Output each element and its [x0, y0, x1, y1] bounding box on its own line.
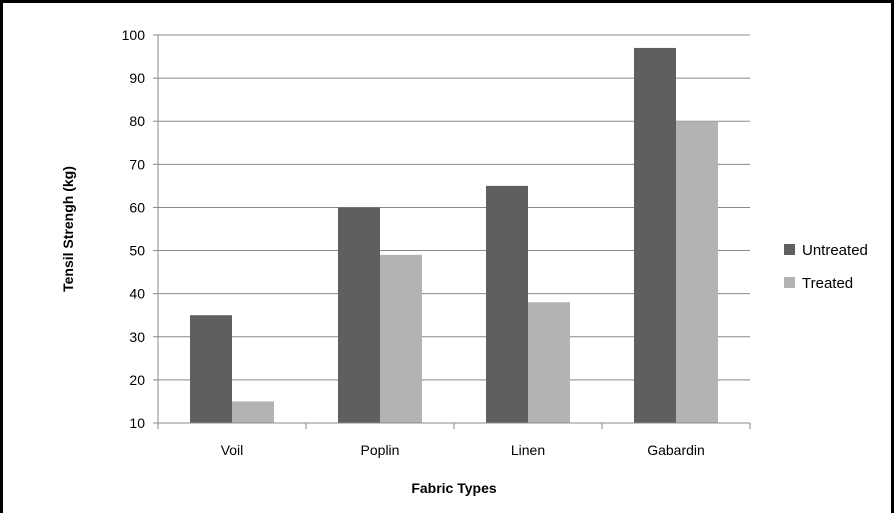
y-tick-label-30: 30: [129, 329, 145, 345]
axes: [157, 35, 751, 429]
legend-swatch-untreated: [784, 244, 795, 255]
x-axis-title: Fabric Types: [411, 480, 497, 496]
x-tick-label-poplin: Poplin: [361, 442, 400, 458]
y-axis-title: Tensil Strengh (kg): [60, 166, 76, 292]
y-tick-label-70: 70: [129, 156, 145, 172]
y-tick-label-100: 100: [122, 27, 146, 43]
bar-untreated-gabardin: [634, 47, 676, 423]
y-tick-label-10: 10: [129, 415, 145, 431]
bar-treated-gabardin: [676, 121, 718, 423]
legend-label-treated: Treated: [802, 275, 853, 292]
y-tick-label-40: 40: [129, 286, 145, 302]
bar-treated-linen: [528, 302, 570, 423]
x-tick-labels: Voil Poplin Linen Gabardin: [221, 442, 705, 458]
bar-chart: 10 20 30 40 50 60 70 80 90 100 Voil Poplin Linen Gab…: [60, 27, 868, 496]
bar-treated-voil: [232, 401, 274, 423]
y-tick-label-60: 60: [129, 199, 145, 215]
y-tick-label-90: 90: [129, 70, 145, 86]
legend: Untreated Treated: [784, 242, 868, 292]
legend-label-untreated: Untreated: [802, 242, 868, 259]
x-tick-label-voil: Voil: [221, 442, 244, 458]
x-tick-label-linen: Linen: [511, 442, 545, 458]
y-tick-labels: 10 20 30 40 50 60 70 80 90 100: [122, 27, 146, 431]
legend-swatch-treated: [784, 277, 795, 288]
bars: [190, 47, 718, 423]
bar-treated-poplin: [380, 254, 422, 423]
y-tick-label-50: 50: [129, 243, 145, 259]
bar-untreated-linen: [486, 185, 528, 423]
bar-untreated-voil: [190, 315, 232, 423]
bar-untreated-poplin: [338, 207, 380, 423]
y-tick-label-80: 80: [129, 113, 145, 129]
x-tick-label-gabardin: Gabardin: [647, 442, 705, 458]
y-tick-label-20: 20: [129, 372, 145, 388]
